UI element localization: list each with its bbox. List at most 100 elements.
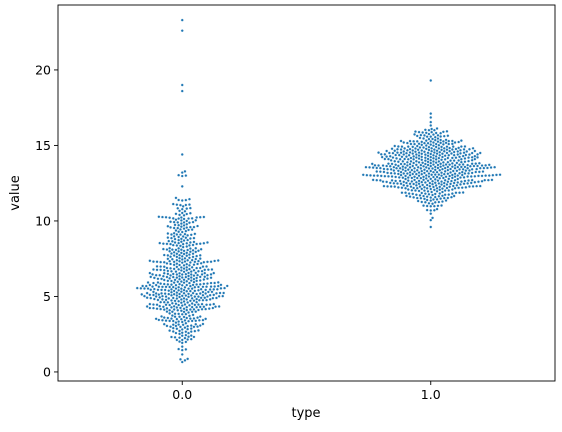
data-point	[178, 256, 182, 260]
data-point	[183, 169, 187, 173]
data-point	[176, 280, 180, 284]
data-point	[185, 308, 189, 312]
data-point	[434, 161, 438, 165]
data-point	[163, 288, 167, 292]
data-point	[180, 29, 184, 33]
data-point	[394, 179, 398, 183]
data-point	[169, 287, 173, 291]
data-point	[193, 232, 197, 236]
data-point	[463, 171, 467, 175]
data-point	[441, 164, 445, 168]
data-point	[419, 166, 423, 170]
data-point	[390, 162, 394, 166]
data-point	[159, 307, 163, 311]
data-point	[176, 220, 180, 224]
data-point	[154, 273, 158, 277]
data-point	[194, 310, 198, 314]
data-point	[450, 139, 454, 143]
data-point	[483, 178, 487, 182]
data-point	[430, 149, 434, 153]
data-point	[422, 171, 426, 175]
data-point	[212, 302, 216, 306]
data-point	[181, 234, 185, 238]
data-point	[177, 249, 181, 253]
data-point	[392, 168, 396, 173]
data-point	[166, 300, 170, 304]
data-point	[173, 299, 177, 303]
data-point	[171, 285, 175, 289]
data-point	[422, 178, 426, 182]
data-point	[393, 159, 397, 163]
data-point	[391, 156, 395, 160]
data-point	[440, 174, 444, 178]
data-point	[442, 134, 446, 138]
data-point	[409, 159, 413, 163]
data-point	[178, 315, 182, 319]
data-point	[204, 307, 208, 311]
data-point	[160, 294, 164, 298]
data-point	[178, 292, 182, 296]
data-point	[438, 168, 442, 172]
data-point	[203, 275, 207, 279]
data-point	[168, 276, 172, 280]
data-point	[469, 181, 473, 185]
data-point	[142, 286, 146, 291]
data-point	[401, 165, 405, 169]
data-point	[403, 157, 407, 161]
y-tick-label: 5	[43, 289, 51, 304]
data-point	[171, 323, 175, 327]
data-point	[386, 171, 390, 175]
data-point	[472, 164, 476, 168]
data-point	[199, 287, 203, 291]
data-point	[388, 154, 392, 158]
data-point	[187, 314, 191, 318]
data-point	[434, 142, 438, 146]
data-point	[205, 277, 209, 281]
data-point	[441, 142, 445, 146]
data-point	[433, 173, 437, 177]
data-point	[182, 213, 186, 217]
data-point	[187, 253, 191, 257]
data-point	[180, 360, 184, 364]
data-point	[187, 197, 191, 201]
data-point	[216, 258, 220, 263]
data-point	[431, 170, 435, 174]
data-point	[166, 257, 170, 261]
data-point	[413, 130, 417, 134]
data-point	[423, 200, 427, 204]
data-point	[166, 231, 170, 236]
data-point	[448, 185, 452, 189]
data-point	[196, 285, 200, 289]
data-point	[168, 246, 172, 250]
data-point	[174, 248, 178, 252]
data-point	[179, 268, 183, 272]
data-point	[190, 296, 194, 300]
data-point	[429, 120, 433, 124]
data-point	[418, 193, 422, 197]
data-point	[182, 315, 186, 319]
data-point	[190, 301, 194, 306]
data-point	[179, 290, 183, 294]
data-point	[473, 180, 477, 184]
data-point	[172, 253, 176, 258]
data-point	[188, 284, 192, 288]
data-point	[197, 318, 201, 322]
data-point	[169, 279, 173, 283]
data-point	[174, 212, 178, 216]
data-point	[427, 192, 431, 196]
data-point	[170, 257, 174, 261]
data-point	[184, 330, 188, 334]
data-point	[453, 163, 457, 167]
data-point	[411, 192, 415, 196]
data-point	[412, 186, 416, 190]
data-point	[438, 153, 442, 157]
data-point	[441, 176, 445, 180]
x-axis: 0.0 1.0	[172, 381, 441, 402]
data-point	[169, 252, 173, 256]
data-point	[440, 155, 444, 159]
data-point	[180, 294, 184, 298]
data-point	[435, 207, 439, 211]
data-point	[415, 139, 419, 143]
data-point	[478, 166, 482, 170]
data-point	[422, 150, 426, 154]
